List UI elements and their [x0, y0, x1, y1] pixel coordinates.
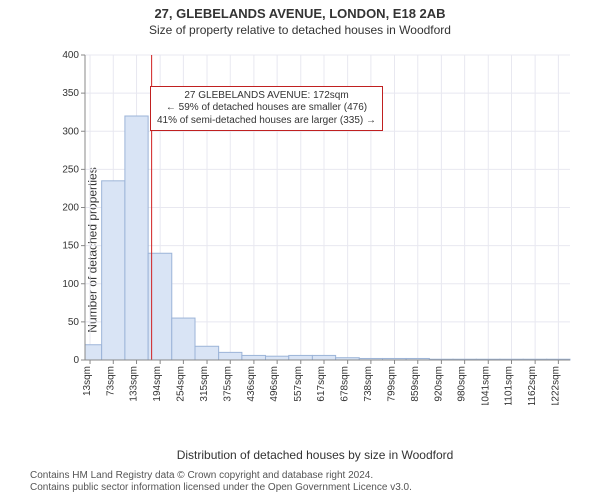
x-tick-label: 254sqm — [175, 366, 186, 402]
footer-line2: Contains public sector information licen… — [30, 482, 412, 494]
x-tick-label: 1101sqm — [504, 366, 515, 405]
x-tick-label: 73sqm — [105, 366, 116, 396]
annotation-line2: ← 59% of detached houses are smaller (47… — [157, 102, 376, 115]
histogram-bar — [266, 356, 289, 360]
histogram-bar — [102, 181, 125, 360]
x-tick-label: 617sqm — [316, 366, 327, 402]
y-tick-label: 300 — [62, 126, 79, 137]
y-tick-label: 350 — [62, 88, 79, 99]
y-tick-label: 0 — [73, 355, 79, 366]
footer-attribution: Contains HM Land Registry data © Crown c… — [30, 470, 412, 494]
x-tick-label: 436sqm — [246, 366, 257, 402]
histogram-bar — [219, 352, 242, 360]
x-tick-label: 375sqm — [222, 366, 233, 402]
plot-area: 0 50 100 150 200 250 300 350 400 13sqm 73sqm 133sqm… — [55, 50, 575, 405]
histogram-bar — [195, 346, 219, 360]
x-axis-label: Distribution of detached houses by size … — [55, 448, 575, 462]
x-tick-label: 496sqm — [269, 366, 280, 402]
y-tick-label: 150 — [62, 241, 79, 252]
y-tick-label: 200 — [62, 203, 79, 214]
annotation-line3: 41% of semi-detached houses are larger (… — [157, 115, 376, 128]
x-tick-label: 133sqm — [129, 366, 140, 402]
x-tick-label: 194sqm — [152, 366, 163, 402]
footer-line1: Contains HM Land Registry data © Crown c… — [30, 470, 412, 482]
x-tick-label: 13sqm — [82, 366, 93, 396]
histogram-bar — [312, 355, 335, 360]
x-tick-label: 980sqm — [457, 366, 468, 402]
x-tick-label: 557sqm — [293, 366, 304, 402]
histogram-bar — [125, 116, 148, 360]
x-tick-label: 1041sqm — [480, 366, 491, 405]
x-tick-label: 920sqm — [433, 366, 444, 402]
x-tick-label: 1222sqm — [550, 366, 561, 405]
y-tick-label: 250 — [62, 164, 79, 175]
y-tick-label: 50 — [68, 317, 80, 328]
chart-container: 27, GLEBELANDS AVENUE, LONDON, E18 2AB S… — [0, 0, 600, 500]
histogram-bar — [242, 355, 266, 360]
x-tick-label: 315sqm — [199, 366, 210, 402]
y-tick-label: 100 — [62, 279, 79, 290]
y-tick-label: 400 — [62, 50, 79, 61]
chart-title-main: 27, GLEBELANDS AVENUE, LONDON, E18 2AB — [0, 0, 600, 21]
histogram-bar — [85, 345, 102, 360]
x-tick-label: 678sqm — [340, 366, 351, 402]
annotation-box: 27 GLEBELANDS AVENUE: 172sqm ← 59% of de… — [150, 86, 383, 132]
chart-title-sub: Size of property relative to detached ho… — [0, 21, 600, 37]
x-tick-label: 1162sqm — [527, 366, 538, 405]
histogram-bar — [289, 355, 313, 360]
x-tick-label: 799sqm — [387, 366, 398, 402]
histogram-bar — [172, 318, 195, 360]
x-tick-label: 738sqm — [363, 366, 374, 402]
annotation-line1: 27 GLEBELANDS AVENUE: 172sqm — [157, 90, 376, 103]
x-tick-label: 859sqm — [410, 366, 421, 402]
